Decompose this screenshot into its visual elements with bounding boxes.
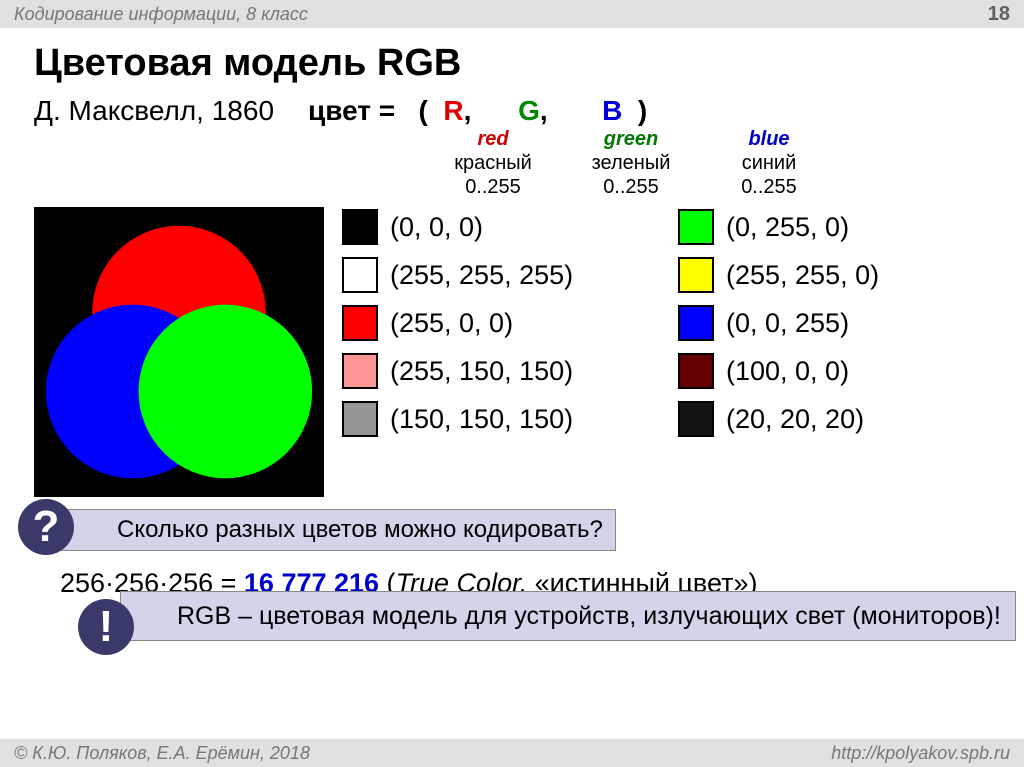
swatch-column-right: (0, 255, 0) (255, 255, 0) (0, 0, 255) (100,… xyxy=(678,209,990,497)
color-swatch xyxy=(342,257,378,293)
swatch-row: (0, 255, 0) xyxy=(678,209,990,245)
swatch-row: (20, 20, 20) xyxy=(678,401,990,437)
swatch-row: (150, 150, 150) xyxy=(342,401,654,437)
legend-blue: blue синий 0..255 xyxy=(714,127,824,199)
swatch-row: (100, 0, 0) xyxy=(678,353,990,389)
legend-row: red красный 0..255 green зеленый 0..255 … xyxy=(0,127,1024,199)
question-box: Сколько разных цветов можно кодировать? xyxy=(60,509,616,551)
swatch-label: (255, 255, 0) xyxy=(726,260,879,291)
page-number: 18 xyxy=(988,3,1010,26)
header-text: Кодирование информации, 8 класс xyxy=(14,4,308,25)
swatch-label: (0, 0, 255) xyxy=(726,308,849,339)
swatch-row: (255, 150, 150) xyxy=(342,353,654,389)
swatch-row: (255, 255, 255) xyxy=(342,257,654,293)
note-box: RGB – цветовая модель для устройств, изл… xyxy=(120,591,1016,642)
color-swatch xyxy=(342,401,378,437)
formula: цвет = ( R, G, B ) xyxy=(308,95,647,127)
r-label: R xyxy=(443,95,463,126)
question-icon: ? xyxy=(18,499,74,555)
color-swatch xyxy=(342,305,378,341)
swatch-row: (255, 0, 0) xyxy=(342,305,654,341)
footer-bar: © К.Ю. Поляков, Е.А. Ерёмин, 2018 http:/… xyxy=(0,739,1024,767)
venn-diagram xyxy=(34,207,324,497)
swatch-column-left: (0, 0, 0) (255, 255, 255) (255, 0, 0) (255,… xyxy=(342,209,654,497)
subtitle-row: Д. Максвелл, 1860 цвет = ( R, G, B ) xyxy=(0,91,1024,127)
color-swatch xyxy=(678,401,714,437)
color-swatch xyxy=(678,257,714,293)
swatch-row: (0, 0, 0) xyxy=(342,209,654,245)
swatch-label: (0, 255, 0) xyxy=(726,212,849,243)
page-title: Цветовая модель RGB xyxy=(0,28,1024,91)
swatch-row: (0, 0, 255) xyxy=(678,305,990,341)
color-swatch xyxy=(678,305,714,341)
color-swatch xyxy=(678,353,714,389)
color-swatch xyxy=(342,209,378,245)
author: Д. Максвелл, 1860 xyxy=(34,95,274,127)
color-swatch xyxy=(678,209,714,245)
b-label: B xyxy=(602,95,622,126)
color-swatch xyxy=(342,353,378,389)
swatch-label: (150, 150, 150) xyxy=(390,404,573,435)
swatch-label: (0, 0, 0) xyxy=(390,212,483,243)
note-icon: ! xyxy=(78,599,134,655)
footer-right: http://kpolyakov.spb.ru xyxy=(831,743,1010,764)
swatch-label: (255, 150, 150) xyxy=(390,356,573,387)
header-bar: Кодирование информации, 8 класс 18 xyxy=(0,0,1024,28)
swatch-label: (255, 255, 255) xyxy=(390,260,573,291)
g-label: G xyxy=(518,95,540,126)
legend-red: red красный 0..255 xyxy=(438,127,548,199)
swatch-label: (100, 0, 0) xyxy=(726,356,849,387)
legend-green: green зеленый 0..255 xyxy=(576,127,686,199)
swatch-label: (20, 20, 20) xyxy=(726,404,864,435)
swatch-row: (255, 255, 0) xyxy=(678,257,990,293)
footer-left: © К.Ю. Поляков, Е.А. Ерёмин, 2018 xyxy=(14,743,310,764)
swatch-label: (255, 0, 0) xyxy=(390,308,513,339)
